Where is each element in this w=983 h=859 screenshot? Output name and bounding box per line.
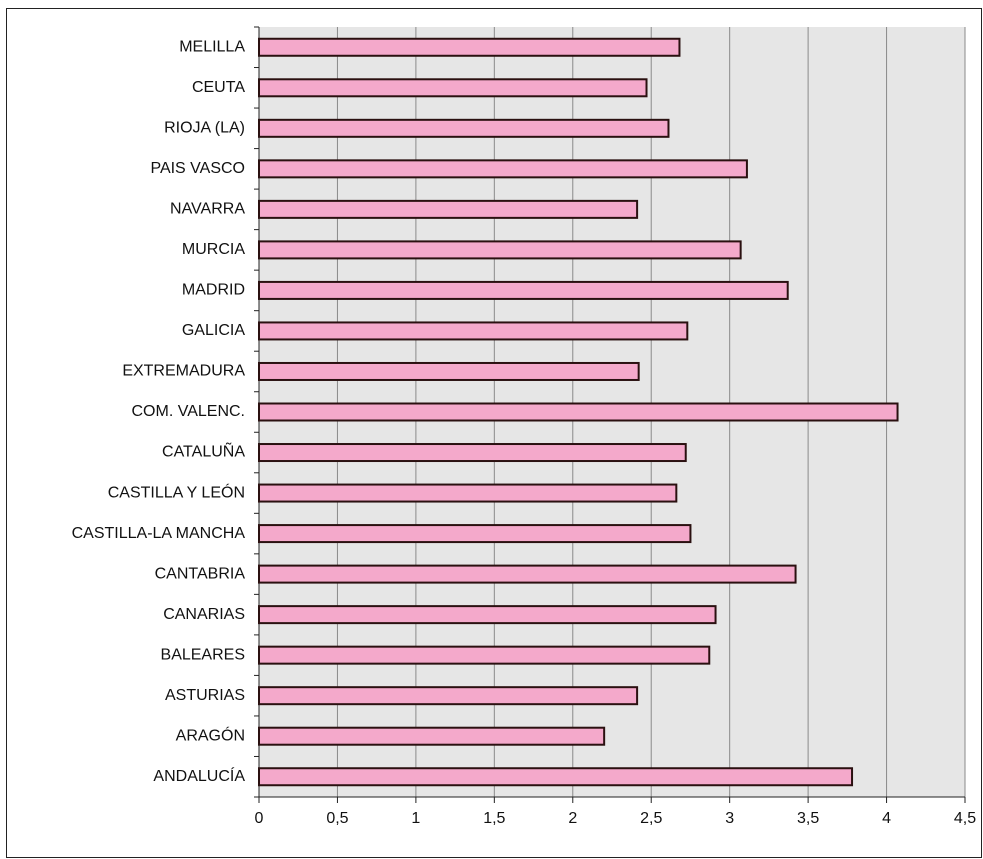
y-tick-label: CANARIAS	[163, 606, 245, 623]
y-tick-label: ARAGÓN	[176, 725, 245, 744]
bar	[258, 199, 639, 219]
bar	[258, 605, 717, 625]
y-tick-label: EXTREMADURA	[122, 363, 245, 380]
y-tick-label: CEUTA	[192, 79, 245, 96]
x-tick-label: 1	[411, 810, 420, 827]
x-tick-label: 4	[882, 810, 891, 827]
y-tick-label: MADRID	[182, 282, 245, 299]
y-tick-label: BALEARES	[161, 646, 245, 663]
bar	[258, 118, 670, 138]
bar	[258, 726, 606, 746]
y-tick-label: CASTILLA Y LEÓN	[108, 482, 245, 501]
y-tick-label: CASTILLA-LA MANCHA	[72, 525, 246, 542]
y-tick-label: GALICIA	[182, 322, 245, 339]
x-tick-label: 1,5	[483, 810, 505, 827]
bar	[258, 402, 899, 422]
y-tick-label: PAIS VASCO	[150, 160, 245, 177]
bar	[258, 767, 854, 787]
bar	[258, 78, 648, 98]
bar	[258, 361, 640, 381]
y-tick-label: MURCIA	[182, 241, 245, 258]
bar	[258, 37, 681, 57]
bar	[258, 321, 689, 341]
x-tick-label: 3,5	[797, 810, 819, 827]
bar	[258, 524, 692, 544]
bar	[258, 240, 742, 260]
x-tick-label: 4,5	[954, 810, 976, 827]
bar	[258, 280, 789, 300]
bar	[258, 159, 748, 179]
bar	[258, 686, 639, 706]
x-tick-label: 0	[255, 810, 264, 827]
y-tick-label: RIOJA (LA)	[164, 120, 245, 137]
x-tick-label: 3	[725, 810, 734, 827]
bar	[258, 645, 711, 665]
y-tick-label: NAVARRA	[170, 201, 245, 218]
x-tick-label: 0,5	[326, 810, 348, 827]
y-tick-label: MELILLA	[179, 38, 245, 55]
x-tick-label: 2,5	[640, 810, 662, 827]
y-tick-label: ASTURIAS	[165, 687, 245, 704]
y-tick-label: ANDALUCÍA	[153, 766, 245, 785]
bar	[258, 483, 678, 503]
bar	[258, 564, 797, 584]
y-tick-label: COM. VALENC.	[132, 403, 246, 420]
x-tick-label: 2	[568, 810, 577, 827]
bar	[258, 443, 687, 463]
y-tick-label: CATALUÑA	[162, 441, 245, 461]
y-tick-label: CANTABRIA	[155, 565, 246, 582]
